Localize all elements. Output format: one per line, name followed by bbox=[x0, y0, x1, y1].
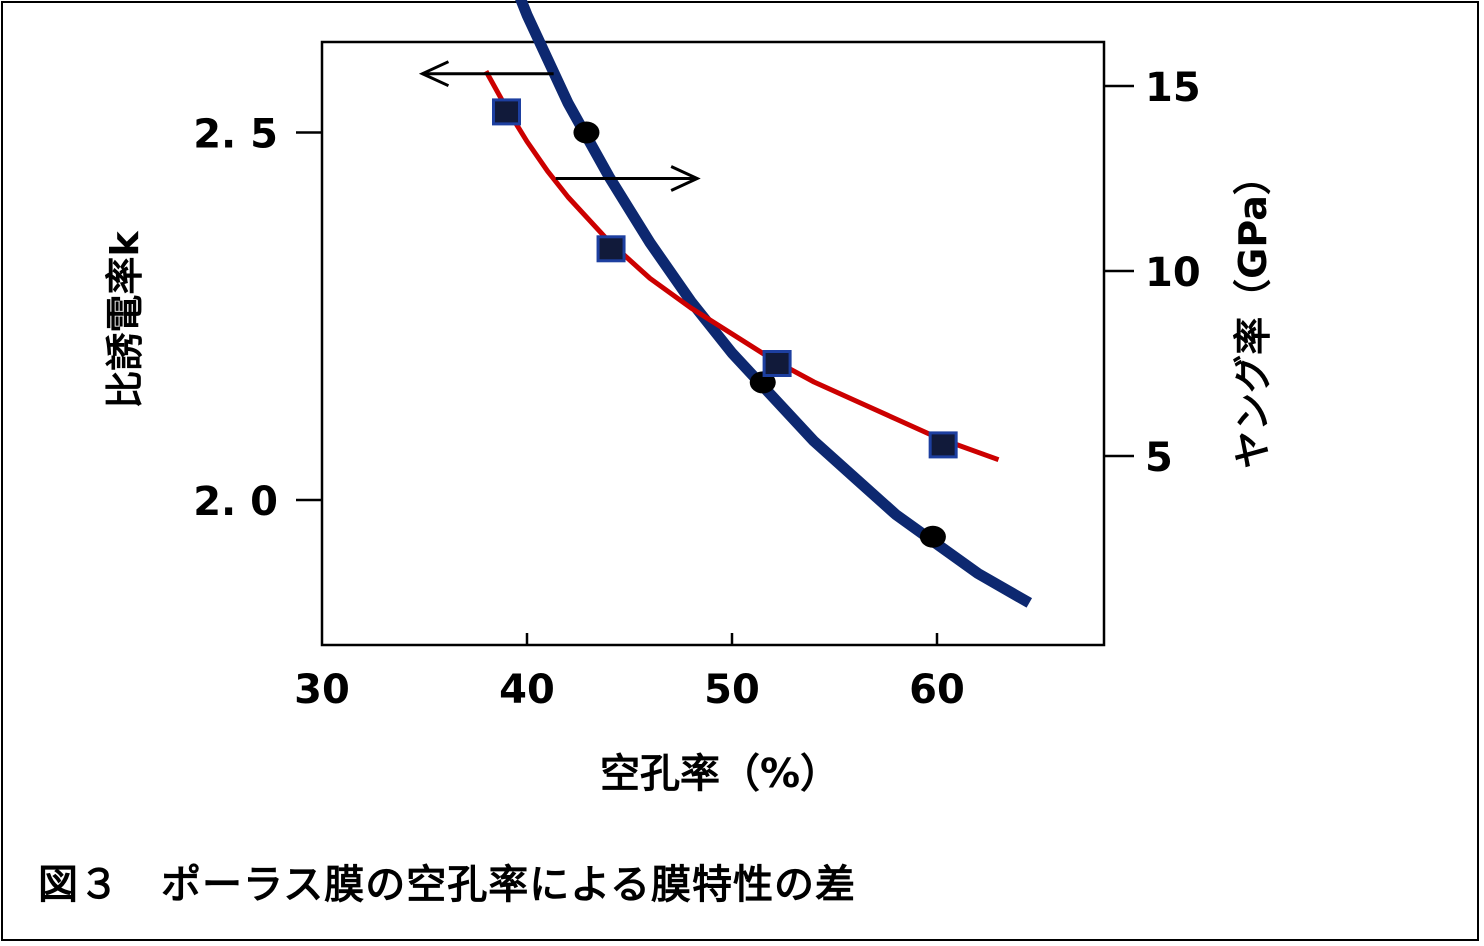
x-tick-label: 60 bbox=[909, 667, 965, 713]
x-axis-label: 空孔率（%） bbox=[600, 751, 840, 797]
y-axis-label-right: ヤング率（GPa） bbox=[1231, 157, 1275, 469]
dielectric-point bbox=[919, 525, 946, 548]
young-modulus-point bbox=[762, 350, 792, 377]
plot-area bbox=[320, 40, 1106, 647]
dielectric-fit-curve bbox=[515, 0, 1033, 608]
y-axis-label-left: 比誘電率k bbox=[103, 231, 147, 409]
young-modulus-point bbox=[492, 98, 521, 126]
young-modulus-point bbox=[596, 235, 626, 263]
arrow-left-head bbox=[418, 60, 450, 88]
x-tick-label: 40 bbox=[499, 667, 555, 713]
y-tick-label-left: 2. 5 bbox=[193, 112, 278, 158]
y-tick-label-right: 15 bbox=[1145, 65, 1201, 111]
young-modulus-fit-curve bbox=[483, 69, 1000, 463]
y-tick-label-right: 10 bbox=[1145, 250, 1201, 296]
arrow-right-head bbox=[670, 165, 701, 192]
x-tick-label: 50 bbox=[704, 667, 760, 713]
y-tick-label-left: 2. 0 bbox=[193, 479, 278, 525]
figure-caption: 図３ ポーラス膜の空孔率による膜特性の差 bbox=[38, 862, 856, 908]
y-tick-label-right: 5 bbox=[1145, 435, 1173, 481]
young-modulus-point bbox=[928, 431, 958, 459]
dielectric-point bbox=[573, 121, 600, 144]
x-tick-label: 30 bbox=[294, 667, 350, 713]
